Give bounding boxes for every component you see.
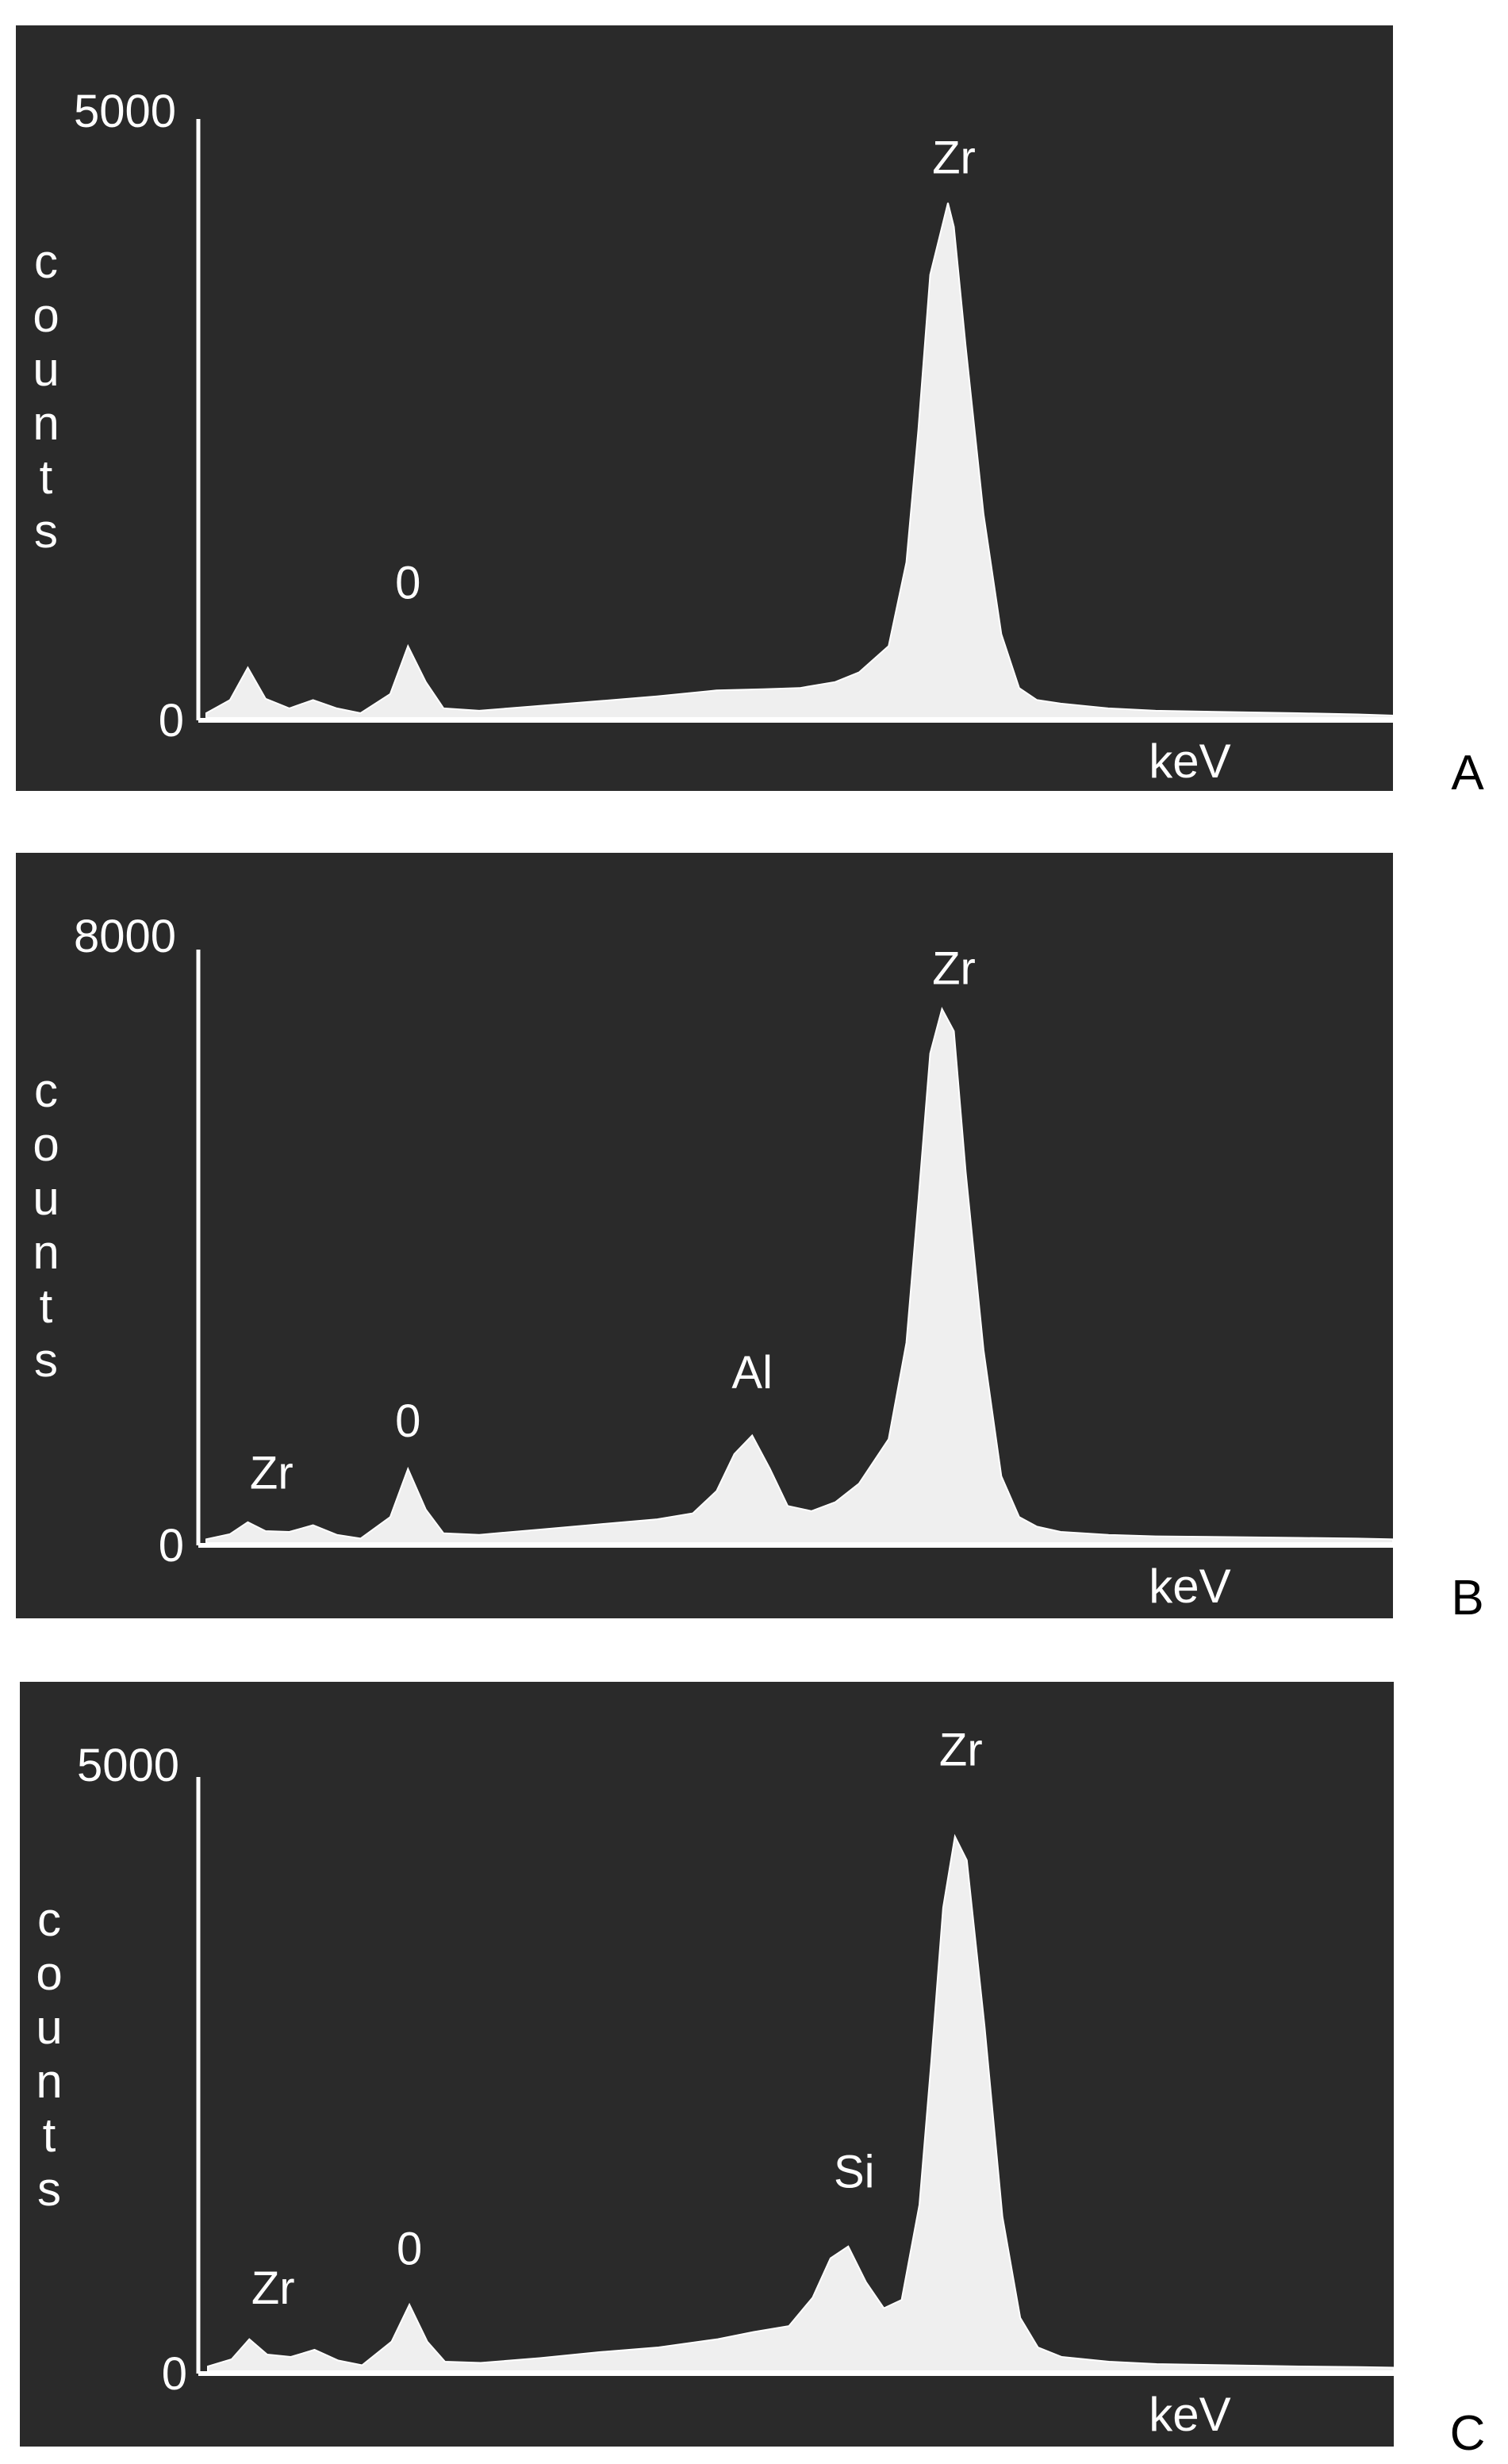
panel-b-ytick-min: 0 [159, 1520, 184, 1572]
panel-c-background [20, 1682, 1394, 2447]
panel-c-peak-labels: Zr 0 Si Zr [251, 1725, 983, 2315]
panel-c-x-axis-label: keV [1149, 2388, 1230, 2441]
peak-label-zr: Zr [251, 2263, 295, 2314]
panel-c-ytick-max: 5000 [77, 1740, 179, 1791]
panel-a-spectrum-area [205, 202, 1394, 719]
panel-a-background [16, 25, 1393, 791]
peak-label-0: 0 [397, 2224, 422, 2275]
panel-b-peak-labels: Zr 0 Al Zr [250, 943, 976, 1499]
peak-label-si: Si [834, 2146, 875, 2197]
panel-b-letter: B [1451, 1571, 1483, 1625]
panel-a-ytick-max: 5000 [74, 86, 176, 137]
peak-label-0: 0 [395, 558, 420, 609]
peak-label-zr: Zr [932, 943, 976, 995]
peak-label-zr: Zr [250, 1447, 294, 1499]
peak-label-zr: Zr [939, 1725, 983, 1776]
panel-b-x-axis-label: keV [1149, 1560, 1230, 1613]
panel-b-background [16, 853, 1393, 1618]
panel-b-ytick-max: 8000 [74, 911, 176, 962]
panel-c-letter: C [1450, 2406, 1486, 2461]
panel-a-letter: A [1451, 746, 1484, 800]
peak-label-0: 0 [395, 1395, 420, 1447]
peak-label-al: Al [731, 1347, 773, 1399]
panel-c-spectrum-area [207, 1833, 1395, 2372]
panel-a-ytick-min: 0 [159, 695, 184, 746]
panel-c-ytick-min: 0 [162, 2348, 187, 2400]
panel-a-x-axis-label: keV [1149, 735, 1230, 788]
panel-a-peak-labels: 0 Zr [395, 132, 976, 609]
panel-b-spectrum-area [205, 1007, 1394, 1544]
peak-label-zr: Zr [932, 132, 976, 184]
